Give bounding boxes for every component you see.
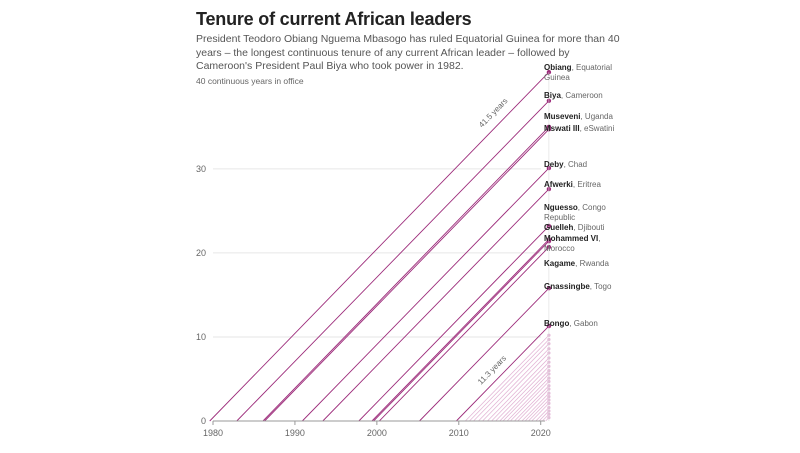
series-label-country: , eSwatini: [580, 124, 615, 133]
series-label-country: Morocco: [544, 244, 575, 253]
minor-series-line: [487, 357, 550, 422]
series-line: [264, 129, 550, 422]
minor-series-line: [535, 407, 550, 422]
series-line: [456, 325, 550, 422]
series-label: Afwerki, Eritrea: [544, 180, 601, 189]
minor-series-line: [517, 388, 550, 422]
annotation-longest: 41.5 years: [477, 96, 510, 129]
y-tick-label: 10: [196, 332, 206, 342]
series-label: Gnassingbe, Togo: [544, 282, 612, 291]
series-label-name: Afwerki: [544, 180, 573, 189]
minor-series-line: [491, 361, 550, 422]
series-label: Mohammed VI,: [544, 234, 600, 243]
minor-series-line: [514, 385, 550, 422]
chart-subtitle: President Teodoro Obiang Nguema Mbasogo …: [196, 33, 620, 72]
minor-series-line: [473, 343, 550, 422]
minor-series-line: [465, 334, 550, 422]
y-axis-label: 40 continuous years in office: [196, 76, 304, 86]
series-label-name: Deby: [544, 160, 564, 169]
minor-series-line: [495, 366, 550, 422]
series-label-country: , Congo: [578, 203, 607, 212]
series-label: Museveni, Uganda: [544, 112, 613, 121]
gridlines: [213, 168, 541, 338]
series-label: Mswati III, eSwatini: [544, 124, 614, 133]
minor-series-line: [521, 392, 550, 422]
minor-series-line: [524, 396, 550, 422]
series-label: Guelleh, Djibouti: [544, 223, 605, 232]
series-label-country: ,: [598, 234, 600, 243]
series-label-country: , Eritrea: [573, 180, 602, 189]
major-series: [209, 70, 552, 422]
y-tick-label: 30: [196, 164, 206, 174]
minor-series-line: [506, 377, 550, 422]
x-tick-label: 2000: [367, 428, 387, 438]
series-label-country: , Djibouti: [573, 223, 604, 232]
y-tick-label: 0: [201, 416, 206, 426]
series-label: Nguesso, Congo: [544, 203, 606, 212]
series-label-name: Mohammed VI: [544, 234, 598, 243]
series-label-name: Gnassingbe: [544, 282, 590, 291]
series-line: [301, 167, 550, 422]
minor-series-line: [502, 373, 550, 422]
series-label-country: Republic: [544, 213, 575, 222]
series-label-country: , Togo: [590, 282, 612, 291]
axes: 0 10 20 30 40 continuous years in office 1980…: [196, 72, 551, 438]
series-label-name: Guelleh: [544, 223, 573, 232]
series-line: [262, 126, 550, 422]
series-label-name: Biya: [544, 91, 561, 100]
minor-series-line: [478, 348, 550, 422]
minor-series-line: [528, 399, 550, 422]
series-line: [371, 239, 550, 422]
series-line: [322, 188, 550, 422]
minor-series-line: [538, 410, 550, 422]
series-line: [209, 71, 550, 422]
series-label-name: Kagame: [544, 259, 576, 268]
series-label-country: , Gabon: [569, 319, 597, 328]
minor-series-line: [510, 381, 550, 422]
series-label-country: , Chad: [564, 160, 588, 169]
chart-title: Tenure of current African leaders: [196, 9, 472, 29]
minor-series: [465, 333, 551, 422]
series-label-country: Guinea: [544, 73, 570, 82]
series-label: Deby, Chad: [544, 160, 587, 169]
minor-series-line: [499, 370, 550, 422]
x-tick-label: 2010: [449, 428, 469, 438]
minor-series-line: [469, 339, 550, 422]
series-line: [373, 240, 550, 422]
series-label: Obiang, Equatorial: [544, 63, 612, 72]
minor-series-line: [482, 352, 550, 422]
series-label-country: , Equatorial: [572, 63, 613, 72]
series-label-name: Obiang: [544, 63, 572, 72]
series-label: Kagame, Rwanda: [544, 259, 609, 268]
series-label-name: Nguesso: [544, 203, 578, 212]
series-label-country: , Rwanda: [575, 259, 609, 268]
series-label-country: , Cameroon: [561, 91, 603, 100]
minor-series-line: [531, 403, 550, 422]
series-label-name: Bongo: [544, 319, 569, 328]
series-line: [236, 100, 550, 422]
x-tick-label: 1980: [203, 428, 223, 438]
series-label-name: Museveni: [544, 112, 580, 121]
series-label-name: Mswati III: [544, 124, 580, 133]
y-tick-label: 20: [196, 248, 206, 258]
series-line: [358, 225, 550, 422]
series-line: [378, 246, 550, 422]
series-label: Bongo, Gabon: [544, 319, 598, 328]
series-label: Biya, Cameroon: [544, 91, 603, 100]
series-label-country: , Uganda: [580, 112, 613, 121]
x-tick-label: 2020: [531, 428, 551, 438]
series-line: [419, 287, 550, 422]
x-tick-label: 1990: [285, 428, 305, 438]
